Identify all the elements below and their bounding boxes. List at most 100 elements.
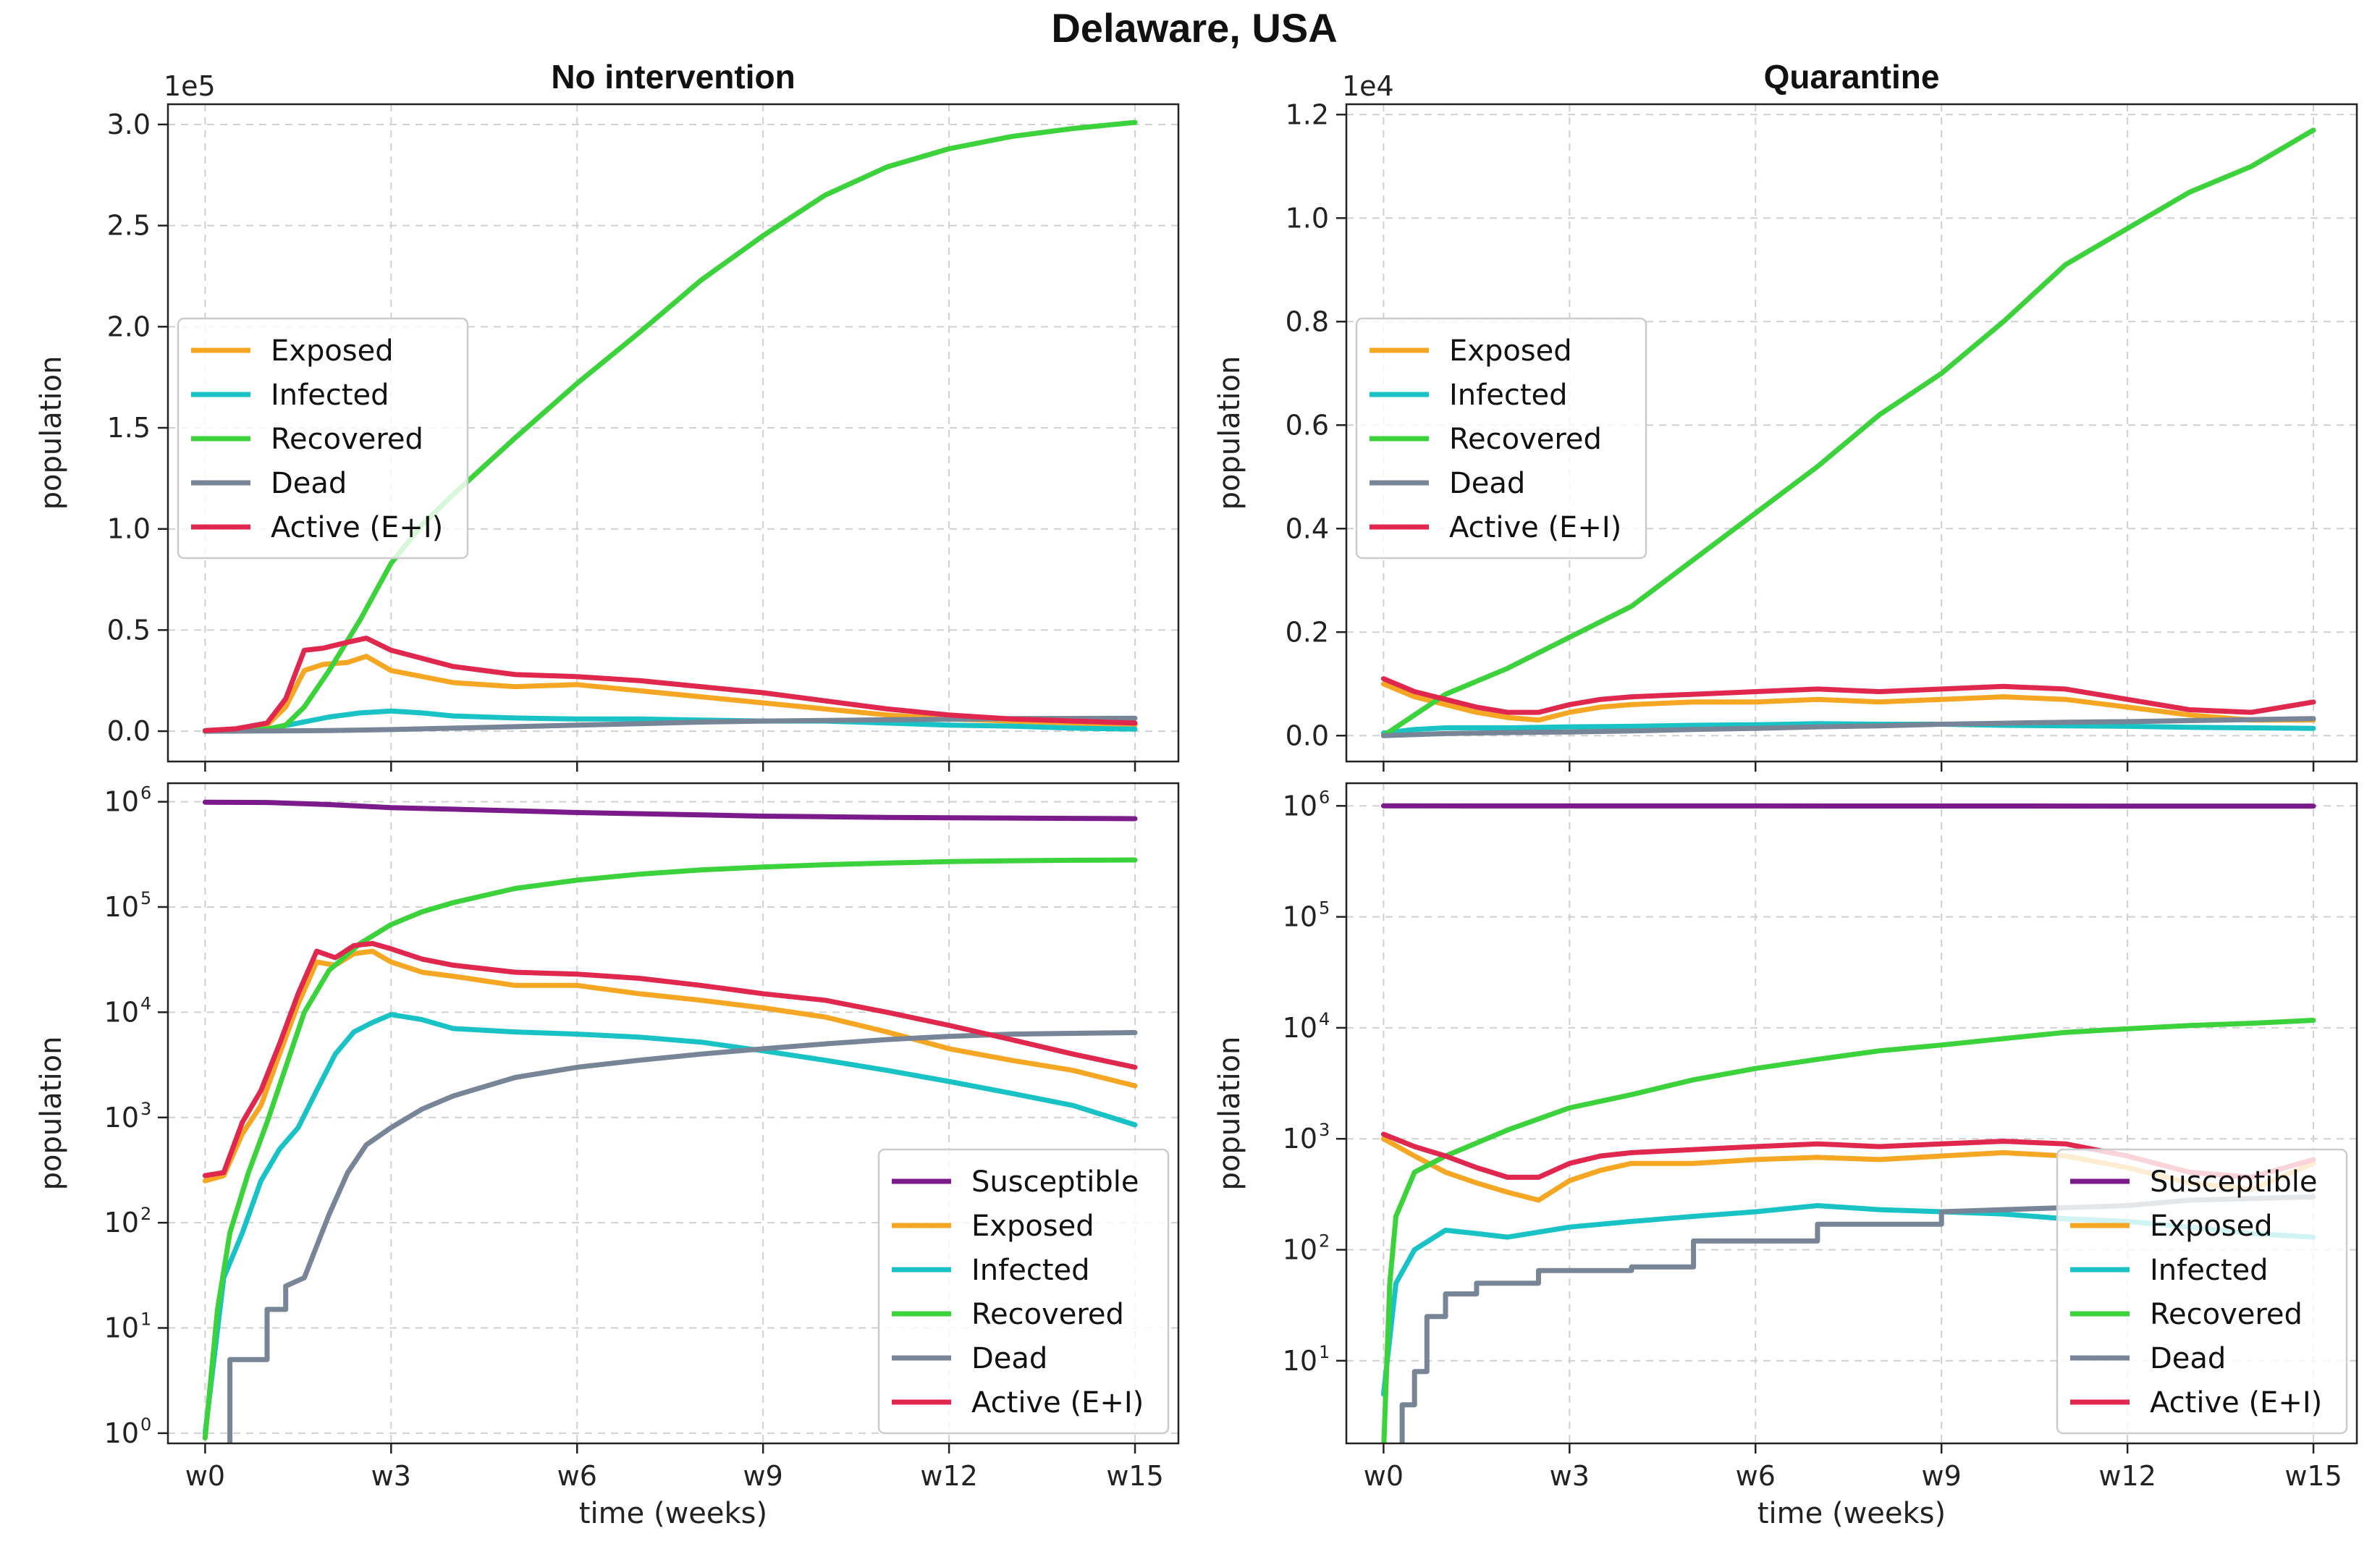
legend-entry: Recovered [271,423,423,456]
x-tick-label: w0 [1364,1460,1404,1492]
y-tick-label: 10 [1283,1345,1317,1377]
y-tick-exponent: 2 [140,1204,151,1224]
plot-frame [166,103,1180,763]
figure-title: Delaware, USA [1051,5,1337,51]
series-exposed-line [202,948,1138,1184]
y-tick-label: 0.8 [1286,305,1329,337]
y-tick-exponent: 5 [1319,898,1330,919]
x-tick-label: w3 [371,1460,411,1492]
series-dead-line [1380,716,2316,738]
legend-entry: Active (E+I) [971,1386,1144,1419]
y-tick-label: 0.5 [107,614,151,646]
legend-frame [1355,317,1647,560]
y-tick-label: 10 [104,1312,139,1344]
legend-entry: Exposed [2150,1210,2273,1243]
y-tick-exponent: 3 [140,1099,151,1119]
series-recovered-line [1381,1018,2316,1443]
series-lines [1380,127,2316,738]
legend-entry: Active (E+I) [2150,1386,2322,1419]
y-tick-exponent: 6 [1319,787,1330,807]
y-tick-label: 10 [104,1102,139,1134]
series-active-e-i-line [202,940,1138,1178]
legend-entry: Exposed [1449,334,1572,368]
x-axis-label: time (weeks) [1757,1497,1946,1530]
x-tick-label: w6 [557,1460,597,1492]
panel-title: Quarantine [1764,58,1940,96]
plot-frame [166,782,1180,1445]
legend: Susceptible Exposed Infected Recovered Dead A… [877,1148,1170,1435]
legend-entry: Dead [271,467,347,500]
y-tick-label: 10 [1283,1234,1317,1266]
y-tick-label: 10 [104,996,139,1028]
series-dead-line [1399,1194,2316,1443]
legend-frame [2056,1148,2348,1435]
y-tick-label: 10 [104,1207,139,1239]
y-tick-exponent: 2 [1319,1231,1330,1252]
y-tick-label: 0.0 [107,715,151,747]
legend-entry: Dead [971,1342,1047,1375]
series-susceptible-line [202,799,1138,822]
legend-entry: Recovered [2150,1298,2303,1331]
series-infected-line [202,1012,1138,1436]
legend-entry: Active (E+I) [271,511,443,544]
y-axis-label: population [35,1037,68,1191]
x-tick-label: w3 [1550,1460,1590,1492]
legend: Exposed Infected Recovered Dead Active (E+I) [1355,317,1647,560]
y-offset-text: 1e5 [164,70,216,102]
y-tick-exponent: 4 [1319,1009,1330,1029]
legend-entry: Susceptible [2150,1165,2317,1199]
legend: Exposed Infected Recovered Dead Active (E+I) [177,317,469,560]
legend-entry: Infected [971,1254,1090,1287]
y-tick-label: 3.0 [107,109,151,140]
x-tick-label: w12 [2098,1460,2156,1492]
legend-frame [177,317,469,560]
y-tick-exponent: 1 [1319,1342,1330,1362]
x-tick-label: w9 [1922,1460,1962,1492]
y-tick-label: 1.0 [107,513,151,545]
y-tick-label: 10 [104,1417,139,1449]
y-tick-label: 1.5 [107,412,151,444]
x-tick-label: w9 [743,1460,783,1492]
grid [1346,783,2357,1443]
x-axis-label: time (weeks) [579,1497,767,1530]
legend-frame [877,1148,1170,1435]
series-dead-line [227,1030,1138,1443]
series-active-e-i-line [202,636,1138,733]
grid [168,104,1178,762]
legend-entry: Recovered [971,1298,1124,1331]
x-tick-label: w6 [1736,1460,1776,1492]
series-recovered-line [202,119,1138,734]
y-axis-label: population [1213,356,1246,510]
legend-entry: Active (E+I) [1449,511,1621,544]
plot-frame [1345,782,2358,1445]
y-tick-label: 0.0 [1286,720,1329,751]
y-tick-label: 10 [1283,790,1317,822]
legend-entry: Recovered [1449,423,1602,456]
y-tick-exponent: 0 [140,1414,151,1435]
series-recovered-line [202,857,1138,1441]
legend-entry: Exposed [971,1210,1094,1243]
y-tick-label: 10 [104,891,139,923]
legend-entry: Susceptible [971,1165,1139,1199]
panel-title: No intervention [551,58,795,96]
y-tick-label: 2.5 [107,210,151,242]
legend-entry: Infected [2150,1254,2269,1287]
y-tick-exponent: 1 [140,1309,151,1330]
y-tick-exponent: 3 [1319,1120,1330,1140]
y-tick-label: 10 [104,786,139,818]
y-tick-label: 1.2 [1286,98,1329,130]
y-tick-exponent: 6 [140,783,151,803]
y-tick-label: 10 [1283,901,1317,933]
series-lines [202,119,1138,734]
y-tick-label: 1.0 [1286,202,1329,234]
y-tick-label: 0.6 [1286,409,1329,441]
legend-entry: Infected [271,379,389,412]
x-tick-label: w12 [920,1460,977,1492]
series-infected-line [1380,721,2316,736]
y-tick-label: 2.0 [107,311,151,342]
legend: Susceptible Exposed Infected Recovered Dead A… [2056,1148,2348,1435]
y-tick-label: 10 [1283,1123,1317,1155]
y-tick-exponent: 5 [140,888,151,908]
